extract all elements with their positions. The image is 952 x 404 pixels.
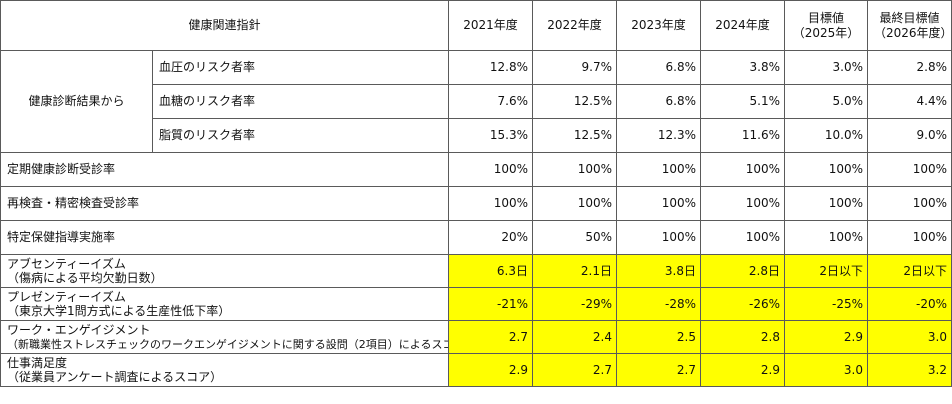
table-row: 血糖のリスク者率 7.6% 12.5% 6.8% 5.1% 5.0% 4.4%	[1, 84, 952, 119]
value-cell: 12.5%	[532, 118, 618, 153]
table-row: 健康診断結果から 血圧のリスク者率 12.8% 9.7% 6.8% 3.8% 3…	[0, 50, 952, 153]
value-cell: 3.0	[867, 320, 952, 354]
highlight-row: ワーク・エンゲイジメント （新職業性ストレスチェックのワークエンゲイジメントに関す…	[0, 320, 952, 354]
value-cell: 2.9	[784, 320, 869, 354]
year-header: 2023年度	[616, 0, 702, 51]
table-row: 特定保健指導実施率 20% 50% 100% 100% 100% 100%	[0, 220, 952, 255]
value-cell: 2.7	[532, 353, 618, 387]
row-label: プレゼンティーイズム （東京大学1問方式による生産性低下率）	[0, 287, 450, 321]
value-cell: -21%	[448, 287, 534, 321]
value-cell: 9.0%	[867, 118, 952, 153]
row-label: 定期健康診断受診率	[0, 152, 450, 187]
value-cell: -25%	[784, 287, 869, 321]
value-cell: 15.3%	[448, 118, 534, 153]
value-cell: 2.5	[616, 320, 702, 354]
value-cell: 10.0%	[784, 118, 869, 153]
value-cell: 100%	[616, 186, 702, 221]
value-cell: 2.9	[448, 353, 534, 387]
value-cell: 100%	[867, 186, 952, 221]
value-cell: 100%	[784, 152, 869, 187]
value-cell: 2.7	[616, 353, 702, 387]
value-cell: -28%	[616, 287, 702, 321]
value-cell: 20%	[448, 220, 534, 255]
value-cell: 4.4%	[867, 84, 952, 119]
row-label: 仕事満足度 （従業員アンケート調査によるスコア）	[0, 353, 450, 387]
value-cell: 12.3%	[616, 118, 702, 153]
value-cell: 2日以下	[867, 254, 952, 288]
year-header: 2024年度	[700, 0, 786, 51]
value-cell: 100%	[616, 152, 702, 187]
value-cell: 100%	[784, 220, 869, 255]
row-label: 血糖のリスク者率	[151, 84, 450, 119]
value-cell: 3.8日	[616, 254, 702, 288]
final-target-header: 最終目標値 （2026年度）	[867, 0, 952, 51]
value-cell: 2.1日	[532, 254, 618, 288]
health-kpi-table: 健康関連指針 2021年度 2022年度 2023年度 2024年度 目標値 （2…	[0, 0, 952, 387]
value-cell: 2.4	[532, 320, 618, 354]
value-cell: 100%	[867, 220, 952, 255]
value-cell: 5.0%	[784, 84, 869, 119]
row-label: 特定保健指導実施率	[0, 220, 450, 255]
value-cell: 100%	[700, 186, 786, 221]
header-row: 健康関連指針 2021年度 2022年度 2023年度 2024年度 目標値 （2…	[0, 0, 952, 51]
value-cell: 2.8日	[700, 254, 786, 288]
row-label: ワーク・エンゲイジメント （新職業性ストレスチェックのワークエンゲイジメントに関す…	[0, 320, 450, 354]
value-cell: 6.8%	[616, 84, 702, 119]
value-cell: 50%	[532, 220, 618, 255]
value-cell: 100%	[700, 220, 786, 255]
value-cell: 100%	[532, 152, 618, 187]
highlight-row: プレゼンティーイズム （東京大学1問方式による生産性低下率） -21% -29% …	[0, 287, 952, 321]
row-label: 再検査・精密検査受診率	[0, 186, 450, 221]
value-cell: 3.8%	[700, 50, 786, 85]
row-label: 脂質のリスク者率	[151, 118, 450, 153]
target-header: 目標値 （2025年）	[784, 0, 869, 51]
value-cell: 3.0%	[784, 50, 869, 85]
group-label: 健康診断結果から	[0, 50, 153, 153]
value-cell: 6.8%	[616, 50, 702, 85]
value-cell: -29%	[532, 287, 618, 321]
value-cell: 2日以下	[784, 254, 869, 288]
value-cell: -26%	[700, 287, 786, 321]
value-cell: 100%	[867, 152, 952, 187]
value-cell: 11.6%	[700, 118, 786, 153]
highlight-row: アブセンティーイズム （傷病による平均欠勤日数） 6.3日 2.1日 3.8日 2…	[0, 254, 952, 288]
value-cell: 3.2	[867, 353, 952, 387]
value-cell: -20%	[867, 287, 952, 321]
value-cell: 5.1%	[700, 84, 786, 119]
value-cell: 2.7	[448, 320, 534, 354]
value-cell: 3.0	[784, 353, 869, 387]
year-header: 2021年度	[448, 0, 534, 51]
value-cell: 100%	[532, 186, 618, 221]
table-row: 再検査・精密検査受診率 100% 100% 100% 100% 100% 100…	[0, 186, 952, 221]
value-cell: 100%	[448, 152, 534, 187]
value-cell: 100%	[784, 186, 869, 221]
value-cell: 7.6%	[448, 84, 534, 119]
indicator-header: 健康関連指針	[0, 0, 450, 51]
row-label: 血圧のリスク者率	[151, 50, 450, 85]
row-label: アブセンティーイズム （傷病による平均欠勤日数）	[0, 254, 450, 288]
value-cell: 12.5%	[532, 84, 618, 119]
value-cell: 2.9	[700, 353, 786, 387]
value-cell: 2.8%	[867, 50, 952, 85]
value-cell: 100%	[616, 220, 702, 255]
value-cell: 100%	[448, 186, 534, 221]
highlight-row: 仕事満足度 （従業員アンケート調査によるスコア） 2.9 2.7 2.7 2.9 …	[0, 353, 952, 387]
value-cell: 9.7%	[532, 50, 618, 85]
value-cell: 12.8%	[448, 50, 534, 85]
value-cell: 6.3日	[448, 254, 534, 288]
value-cell: 100%	[700, 152, 786, 187]
value-cell: 2.8	[700, 320, 786, 354]
table-row: 定期健康診断受診率 100% 100% 100% 100% 100% 100%	[0, 152, 952, 187]
table-row: 脂質のリスク者率 15.3% 12.5% 12.3% 11.6% 10.0% 9…	[1, 118, 952, 153]
year-header: 2022年度	[532, 0, 618, 51]
